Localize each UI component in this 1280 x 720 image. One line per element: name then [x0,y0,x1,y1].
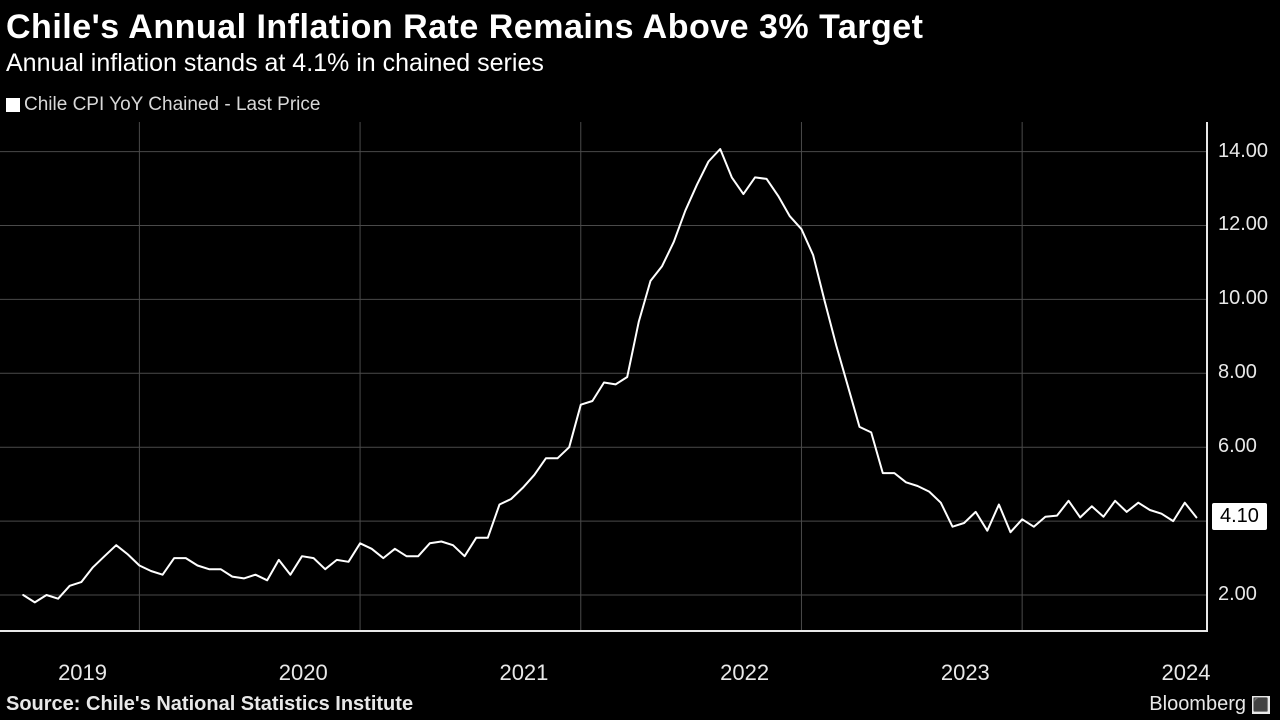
x-axis-tick-label: 2019 [58,660,107,686]
brand-label: Bloomberg [1149,693,1246,716]
y-axis-tick-label: 12.00 [1218,213,1268,236]
bloomberg-icon: ⬛ [1252,696,1270,714]
y-axis-tick-label: 2.00 [1218,583,1257,606]
y-axis-tick-label: 8.00 [1218,361,1257,384]
last-value-label: 4.10 [1220,505,1259,527]
chart-subtitle: Annual inflation stands at 4.1% in chain… [0,47,1280,86]
x-axis-tick-label: 2023 [941,660,990,686]
legend-swatch-icon [6,98,20,112]
source-attribution: Source: Chile's National Statistics Inst… [6,693,413,716]
y-axis-tick-label: 14.00 [1218,140,1268,163]
legend-label: Chile CPI YoY Chained - Last Price [24,94,320,116]
x-axis-tick-label: 2022 [720,660,769,686]
x-axis-tick-label: 2021 [499,660,548,686]
chart-plot-area [0,122,1208,632]
x-axis-tick-label: 2024 [1162,660,1211,686]
legend: Chile CPI YoY Chained - Last Price [6,94,320,116]
last-value-flag: 4.10 [1212,503,1267,530]
y-axis-tick-label: 6.00 [1218,435,1257,458]
x-axis-tick-label: 2020 [279,660,328,686]
chart-title: Chile's Annual Inflation Rate Remains Ab… [0,0,1280,47]
line-chart-svg [0,122,1208,632]
brand-attribution: Bloomberg ⬛ [1149,693,1270,716]
y-axis-tick-label: 10.00 [1218,287,1268,310]
